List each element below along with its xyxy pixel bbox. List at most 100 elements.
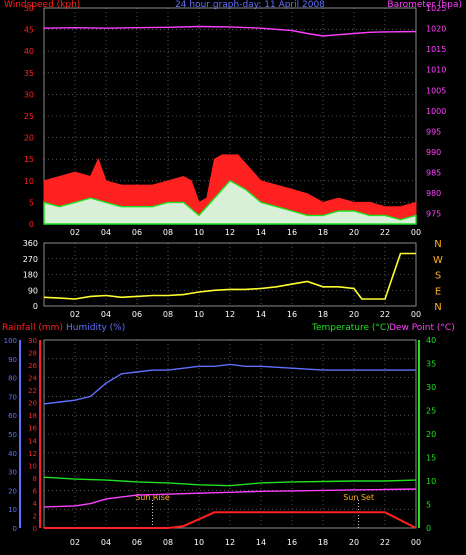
wind-panel-x-tick: 08 bbox=[163, 228, 173, 237]
rainfall-mm-line bbox=[44, 511, 417, 529]
rainfall-y-tick: 2 bbox=[33, 512, 37, 520]
direction-y-tick: 0 bbox=[33, 302, 38, 311]
barometer-y-tick: 1025 bbox=[426, 4, 446, 13]
windspeed-y-tick: 30 bbox=[24, 90, 34, 99]
compass-label: N bbox=[434, 239, 441, 250]
humidity-y-tick: 50 bbox=[8, 431, 17, 439]
wind-panel-x-tick: 22 bbox=[380, 228, 390, 237]
wind-panel-x-tick: 06 bbox=[132, 228, 142, 237]
temperature-y-tick: 10 bbox=[426, 477, 436, 486]
header-windspeed-label: Windspeed (kph) bbox=[4, 0, 80, 10]
wind-panel-x-tick: 10 bbox=[194, 228, 204, 237]
direction-panel-x-tick: 16 bbox=[287, 310, 297, 319]
compass-label: N bbox=[434, 302, 441, 313]
humidity-y-tick: 60 bbox=[8, 412, 17, 420]
barometer-y-tick: 1005 bbox=[426, 86, 446, 95]
windspeed-average-area bbox=[43, 179, 417, 225]
climate-panel-x-tick: 16 bbox=[287, 538, 297, 547]
climate-panel-x-tick: 02 bbox=[70, 538, 80, 547]
temperature-y-tick: 15 bbox=[426, 454, 436, 463]
direction-panel-x-tick: 22 bbox=[380, 310, 390, 319]
humidity-y-tick: 30 bbox=[8, 469, 17, 477]
rainfall-y-tick: 22 bbox=[28, 387, 37, 395]
barometer-y-tick: 1000 bbox=[426, 107, 446, 116]
barometer-y-tick: 995 bbox=[426, 127, 441, 136]
direction-panel-x-tick: 08 bbox=[163, 310, 173, 319]
direction-panel-x-tick: 14 bbox=[256, 310, 266, 319]
barometer-y-tick: 985 bbox=[426, 169, 441, 178]
barometer-y-tick: 1010 bbox=[426, 66, 446, 75]
barometer-y-tick: 1015 bbox=[426, 45, 446, 54]
climate-panel-x-tick: 12 bbox=[225, 538, 235, 547]
rainfall-y-tick: 28 bbox=[28, 350, 37, 358]
annotation-label: Sun Set bbox=[343, 493, 374, 502]
compass-label: E bbox=[435, 286, 441, 297]
direction-panel-x-tick: 10 bbox=[194, 310, 204, 319]
humidity-y-tick: 40 bbox=[8, 450, 17, 458]
rainfall-y-tick: 12 bbox=[28, 450, 37, 458]
direction-panel-x-tick: 00 bbox=[411, 310, 421, 319]
climate-panel-x-tick: 06 bbox=[132, 538, 142, 547]
humidity-y-tick: 20 bbox=[8, 487, 17, 495]
humidity-axis-label: Humidity (%) bbox=[66, 323, 125, 333]
direction-panel-x-tick: 06 bbox=[132, 310, 142, 319]
barometer-line bbox=[43, 25, 417, 37]
wind-panel-x-tick: 20 bbox=[349, 228, 359, 237]
climate-panel-x-tick: 18 bbox=[318, 538, 328, 547]
temperature-y-tick: 35 bbox=[426, 360, 436, 369]
windspeed-y-tick: 45 bbox=[24, 26, 34, 35]
humidity-line bbox=[43, 363, 416, 405]
wind-panel-x-tick: 14 bbox=[256, 228, 266, 237]
climate-panel-x-tick: 04 bbox=[101, 538, 111, 547]
direction-panel-x-tick: 20 bbox=[349, 310, 359, 319]
rainfall-y-tick: 24 bbox=[28, 375, 37, 383]
barometer-y-tick: 980 bbox=[426, 189, 441, 198]
temperature-y-tick: 30 bbox=[426, 383, 436, 392]
temperature-y-tick: 25 bbox=[426, 407, 436, 416]
windspeed-y-tick: 35 bbox=[24, 69, 34, 78]
direction-y-tick: 90 bbox=[28, 286, 38, 295]
humidity-y-tick: 0 bbox=[13, 525, 17, 533]
direction-panel-x-tick: 02 bbox=[70, 310, 80, 319]
wind-panel-x-tick: 04 bbox=[101, 228, 111, 237]
climate-panel-x-tick: 22 bbox=[380, 538, 390, 547]
barometer-y-tick: 975 bbox=[426, 210, 441, 219]
humidity-y-tick: 70 bbox=[8, 393, 17, 401]
direction-panel-x-tick: 18 bbox=[318, 310, 328, 319]
climate-panel-x-tick: 08 bbox=[163, 538, 173, 547]
windspeed-y-tick: 20 bbox=[24, 134, 34, 143]
rainfall-y-tick: 18 bbox=[28, 412, 37, 420]
compass-label: W bbox=[433, 255, 443, 266]
rainfall-y-tick: 30 bbox=[28, 337, 37, 345]
wind-panel-x-tick: 02 bbox=[70, 228, 80, 237]
temperature-y-tick: 5 bbox=[426, 501, 431, 510]
direction-y-tick: 270 bbox=[23, 255, 38, 264]
rainfall-y-tick: 14 bbox=[28, 437, 37, 445]
direction-panel-x-tick: 04 bbox=[101, 310, 111, 319]
rainfall-y-tick: 6 bbox=[33, 487, 38, 495]
rainfall-y-tick: 10 bbox=[28, 462, 37, 470]
temperature-y-tick: 0 bbox=[426, 524, 431, 533]
temperature-axis-label: Temperature (°C) bbox=[311, 323, 390, 333]
windspeed-y-tick: 40 bbox=[24, 47, 34, 56]
annotation-label: Sun Rise bbox=[135, 493, 170, 502]
climate-panel-vgrid bbox=[43, 340, 417, 528]
direction-y-tick: 180 bbox=[23, 271, 38, 280]
windspeed-y-tick: 15 bbox=[24, 155, 34, 164]
windspeed-y-tick: 5 bbox=[29, 198, 34, 207]
windspeed-y-tick: 0 bbox=[29, 220, 34, 229]
temperature-y-tick: 20 bbox=[426, 430, 436, 439]
rainfall-y-tick: 26 bbox=[28, 362, 37, 370]
temperature-y-tick: 40 bbox=[426, 336, 436, 345]
header-title: 24 hour graph-day: 11 April 2008 bbox=[175, 0, 325, 10]
rainfall-y-tick: 16 bbox=[28, 425, 37, 433]
climate-panel-x-tick: 00 bbox=[411, 538, 421, 547]
humidity-y-tick: 90 bbox=[8, 356, 17, 364]
humidity-y-tick: 10 bbox=[8, 506, 17, 514]
climate-panel-x-tick: 20 bbox=[349, 538, 359, 547]
climate-panel-x-tick: 10 bbox=[194, 538, 204, 547]
windspeed-y-tick: 50 bbox=[24, 4, 34, 13]
dewpoint-axis-label: Dew Point (°C) bbox=[389, 323, 455, 333]
climate-panel-x-tick: 14 bbox=[256, 538, 266, 547]
